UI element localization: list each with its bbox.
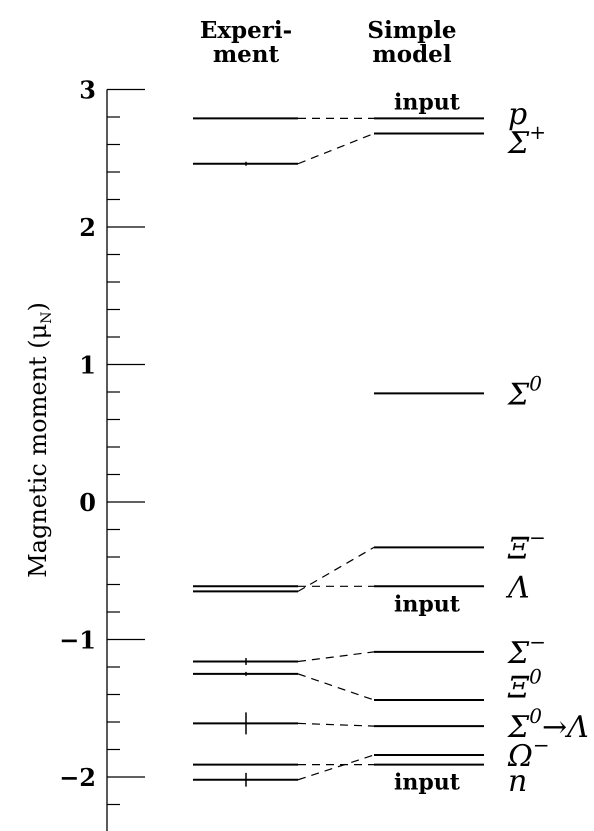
y-axis-title: Magnetic moment (μN)	[24, 302, 55, 578]
particle-symbol: n	[508, 764, 527, 799]
particle-symbol: p	[508, 97, 527, 132]
column-header-experiment-line-2: ment	[213, 41, 280, 68]
particle-label-4: Λ	[505, 570, 530, 605]
connector-line-3	[297, 546, 375, 592]
y-axis: 3 2 1 0 −1 −2 Magnetic moment (μN)	[24, 76, 145, 831]
particle-symbol: Λ	[505, 570, 530, 605]
column-header-experiment-line-1: Experi-	[200, 17, 292, 44]
particle-label-6: Ξ0	[507, 664, 542, 705]
particle-suffix: →Λ	[542, 710, 589, 745]
particle-symbol: Ξ	[507, 670, 530, 705]
particle-superscript: +	[529, 120, 546, 144]
y-tick-label: 1	[79, 351, 96, 380]
connector-line-1	[297, 132, 375, 165]
particle-symbol: Σ	[507, 377, 530, 412]
model-note-input-9: input	[394, 770, 461, 796]
connector-line-8	[297, 754, 375, 781]
particle-label-0: p	[508, 97, 527, 132]
y-axis-title-main: Magnetic moment (μ	[24, 324, 52, 578]
particle-superscript: −	[533, 733, 550, 757]
particle-label-2: Σ0	[507, 371, 542, 412]
particle-superscript: 0	[529, 371, 542, 395]
particle-superscript: 0	[529, 704, 542, 728]
column-header-model-line-2: model	[372, 41, 451, 68]
particle-symbol: Ξ	[507, 531, 530, 566]
connector-line-5	[297, 651, 375, 663]
particle-superscript: 0	[529, 664, 542, 688]
y-tick-label: −2	[59, 763, 96, 792]
particle-symbol: Σ	[507, 636, 530, 671]
y-tick-label: 3	[79, 76, 96, 105]
model-note-input-4: input	[394, 591, 461, 617]
y-axis-title-close: )	[24, 302, 52, 311]
y-tick-label: 2	[79, 213, 96, 242]
particle-symbol: Σ	[507, 710, 530, 745]
particle-superscript: −	[529, 525, 546, 549]
connector-line-6	[297, 673, 375, 701]
particle-symbol: Ω	[507, 739, 533, 774]
particle-label-3: Ξ−	[507, 525, 546, 566]
particle-label-1: Σ+	[507, 120, 546, 161]
particle-label-7: Σ0→Λ	[507, 704, 589, 745]
particle-label-9: n	[508, 764, 527, 799]
y-tick-label: −1	[59, 626, 96, 655]
particle-label-8: Ω−	[507, 733, 550, 774]
level-lines: input input input	[193, 89, 484, 796]
y-axis-title-subscript: N	[39, 311, 55, 323]
connector-line-7	[297, 722, 375, 727]
particle-label-5: Σ−	[507, 630, 546, 671]
particle-symbol: Σ	[507, 126, 530, 161]
particle-superscript: −	[529, 630, 546, 654]
model-note-input-0: input	[394, 89, 461, 115]
column-header-model-line-1: Simple	[367, 17, 456, 44]
y-tick-label: 0	[79, 488, 96, 517]
